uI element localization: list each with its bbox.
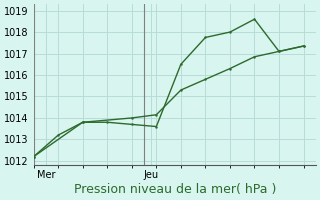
X-axis label: Pression niveau de la mer( hPa ): Pression niveau de la mer( hPa ) <box>74 183 276 196</box>
